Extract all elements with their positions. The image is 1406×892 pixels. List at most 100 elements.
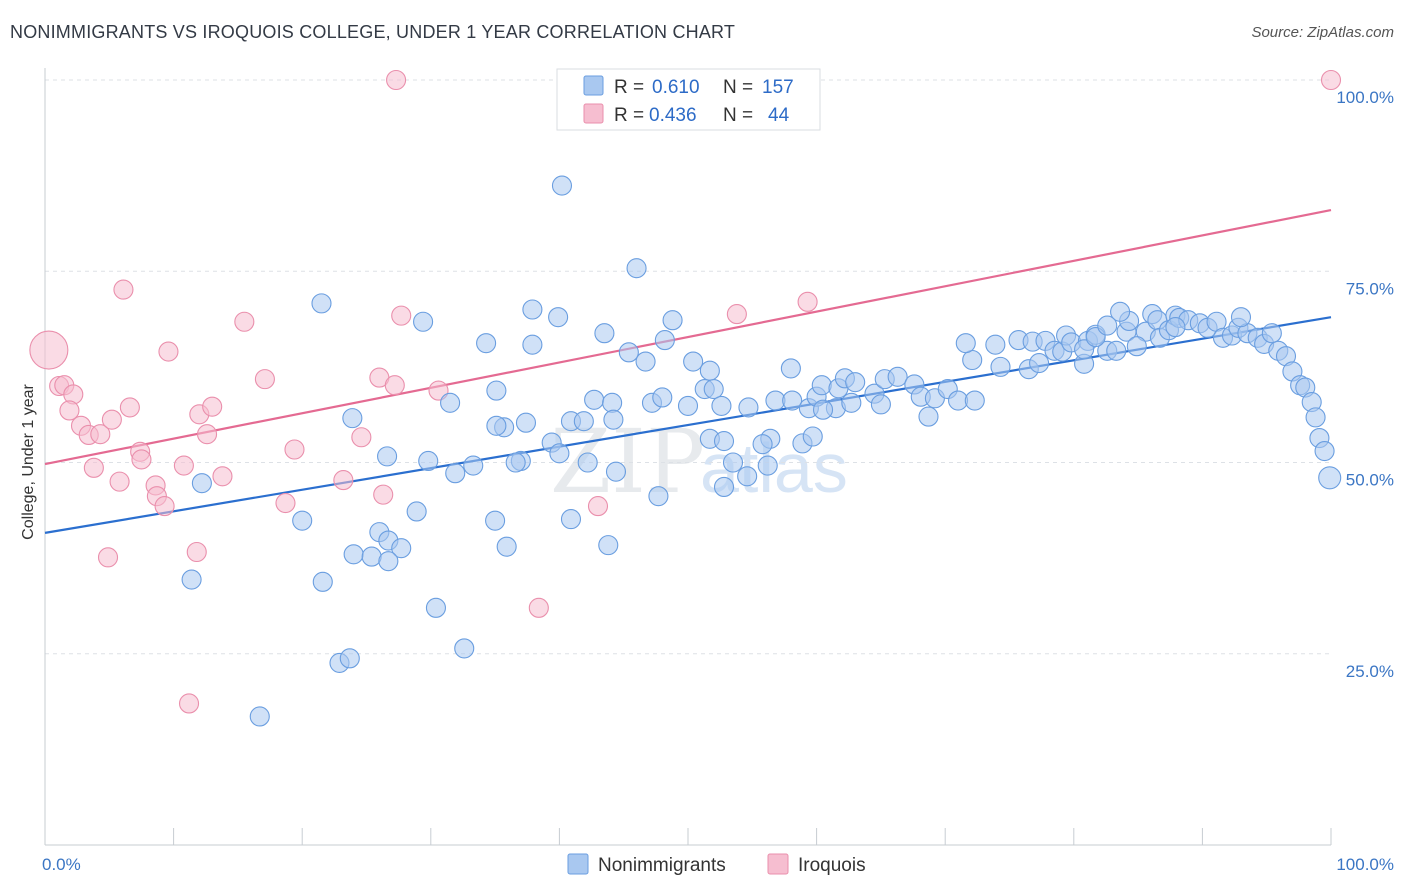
nonimmigrants-point: [780, 358, 801, 379]
iroquois-point: [97, 547, 119, 568]
iroquois-point: [173, 455, 194, 476]
nonimmigrants-point: [1314, 440, 1335, 462]
nonimmigrants-points: [181, 175, 1342, 727]
nonimmigrants-point: [738, 397, 759, 418]
bottom-legend-swatch-iroquois: [767, 853, 789, 875]
nonimmigrants-point: [990, 356, 1011, 377]
nonimmigrants-point: [1097, 315, 1118, 336]
legend-r-value-2: 0.436: [649, 105, 697, 126]
nonimmigrants-point: [515, 412, 537, 433]
nonimmigrants-point: [440, 392, 461, 413]
nonimmigrants-point: [445, 463, 466, 484]
iroquois-point: [178, 693, 200, 714]
nonimmigrants-point: [662, 310, 683, 331]
nonimmigrants-point: [962, 349, 983, 371]
iroquois-points: [29, 69, 1342, 714]
nonimmigrants-point: [605, 461, 627, 482]
iroquois-point: [797, 291, 818, 312]
iroquois-point: [587, 496, 609, 517]
iroquois-point: [158, 341, 179, 362]
legend-swatch-pink: [583, 103, 604, 124]
nonimmigrants-point: [887, 366, 908, 387]
iroquois-point: [391, 305, 412, 326]
nonimmigrants-point: [548, 307, 569, 328]
nonimmigrants-point: [292, 510, 313, 531]
iroquois-point: [101, 409, 122, 430]
y-axis-label: College, Under 1 year: [20, 384, 37, 540]
nonimmigrants-point: [406, 501, 427, 522]
iroquois-point: [109, 471, 130, 492]
nonimmigrants-point: [626, 258, 647, 279]
nonimmigrants-point: [486, 380, 507, 401]
iroquois-point: [726, 304, 747, 325]
nonimmigrants-point: [377, 446, 398, 467]
nonimmigrants-point: [757, 455, 778, 476]
iroquois-point: [83, 457, 104, 478]
nonimmigrants-point: [249, 706, 270, 727]
nonimmigrants-point: [1106, 340, 1127, 361]
nonimmigrants-point: [425, 597, 446, 618]
nonimmigrants-point: [191, 473, 212, 494]
axes: [44, 68, 1332, 846]
nonimmigrants-point: [413, 311, 434, 332]
iroquois-point: [333, 470, 354, 491]
nonimmigrants-point: [1029, 352, 1050, 374]
iroquois-point: [384, 375, 405, 396]
nonimmigrants-point: [1126, 336, 1147, 357]
nonimmigrants-point: [603, 409, 624, 430]
x-tick-label-0: 0.0%: [42, 855, 81, 874]
iroquois-point: [131, 449, 152, 470]
nonimmigrants-point: [598, 535, 619, 556]
nonimmigrants-point: [699, 360, 720, 381]
legend-r-label-1: R =: [614, 77, 644, 98]
nonimmigrants-point: [312, 571, 333, 592]
iroquois-point: [275, 492, 296, 514]
nonimmigrants-point: [812, 399, 834, 420]
nonimmigrants-point: [918, 406, 939, 427]
nonimmigrants-point: [505, 452, 526, 473]
nonimmigrants-point: [549, 443, 570, 464]
nonimmigrants-point: [577, 452, 598, 473]
iroquois-point: [154, 496, 175, 517]
nonimmigrants-point: [811, 375, 832, 396]
iroquois-point: [29, 330, 69, 370]
legend-n-label-1: N =: [723, 77, 753, 98]
nonimmigrants-point: [1318, 466, 1342, 490]
iroquois-point: [386, 69, 407, 91]
nonimmigrants-point: [1110, 301, 1131, 322]
bottom-legend-swatch-nonimmigrants: [567, 853, 589, 875]
nonimmigrants-point: [1230, 307, 1252, 328]
nonimmigrants-point: [985, 334, 1006, 355]
nonimmigrants-point: [1165, 317, 1186, 338]
legend-n-value-2: 44: [768, 105, 790, 126]
nonimmigrants-point: [737, 466, 758, 487]
y-tick-label-0: 25.0%: [1346, 662, 1394, 681]
legend-swatch-blue: [583, 75, 604, 96]
nonimmigrants-point: [765, 390, 786, 411]
bottom-legend-label-iroquois: Iroquois: [798, 855, 866, 876]
nonimmigrants-point: [522, 299, 543, 320]
nonimmigrants-point: [711, 395, 732, 416]
iroquois-point: [234, 311, 255, 332]
iroquois-point: [1320, 69, 1342, 91]
nonimmigrants-point: [677, 395, 699, 416]
nonimmigrants-point: [964, 390, 985, 411]
iroquois-point: [528, 597, 549, 618]
iroquois-point: [186, 541, 207, 563]
top-legend: R = 0.610 N = 157 R = 0.436 N = 44: [556, 68, 821, 131]
nonimmigrants-point: [870, 394, 891, 415]
y-tick-label-3: 100.0%: [1336, 88, 1394, 107]
nonimmigrants-point: [841, 392, 862, 413]
nonimmigrants-point: [648, 486, 669, 507]
nonimmigrants-point: [560, 509, 582, 530]
legend-r-value-1: 0.610: [652, 77, 700, 98]
tick-labels: 25.0% 50.0% 75.0% 100.0% 0.0% 100.0%: [42, 88, 1394, 874]
nonimmigrants-point: [454, 638, 475, 659]
chart-title: NONIMMIGRANTS VS IROQUOIS COLLEGE, UNDER…: [10, 22, 736, 42]
iroquois-point: [351, 427, 372, 448]
nonimmigrants-point: [418, 450, 439, 472]
nonimmigrants-point: [683, 351, 704, 372]
nonimmigrants-point: [391, 538, 412, 559]
iroquois-point: [59, 400, 80, 421]
